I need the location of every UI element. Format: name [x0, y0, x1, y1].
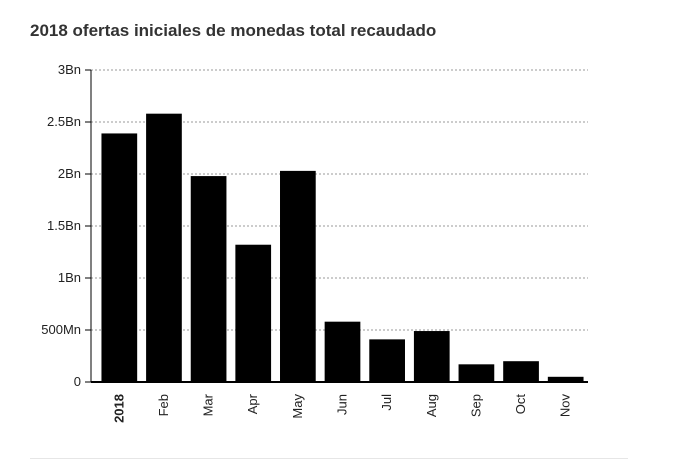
x-tick-label: Feb [156, 394, 171, 416]
bottom-divider [30, 458, 628, 459]
chart-title: 2018 ofertas iniciales de monedas total … [30, 21, 437, 40]
bar-sep [458, 364, 495, 382]
x-tick-label: Apr [245, 393, 260, 414]
x-tick-label: Sep [468, 394, 483, 417]
x-tick-label: Mar [201, 393, 216, 416]
y-tick-label: 1Bn [58, 270, 81, 285]
bar-apr [235, 244, 272, 382]
bar-2018 [101, 133, 138, 382]
y-tick-label: 2.5Bn [47, 114, 81, 129]
y-tick-label: 2Bn [58, 166, 81, 181]
bar-feb [146, 113, 182, 383]
y-tick-label: 3Bn [58, 62, 81, 77]
y-tick-label: 1.5Bn [47, 218, 81, 233]
x-tick-label: Nov [558, 394, 573, 418]
y-tick-label: 0 [74, 374, 81, 389]
x-tick-label: May [290, 394, 305, 419]
x-tick-label: Oct [513, 394, 528, 415]
x-tick-label: Jul [379, 394, 394, 411]
x-tick-label: 2018 [111, 394, 126, 423]
bar-mar [190, 176, 227, 382]
bar-may [280, 170, 316, 382]
bar-aug [413, 331, 450, 382]
bar-jun [324, 321, 361, 382]
y-tick-label: 500Mn [41, 322, 81, 337]
x-tick-label: Aug [424, 394, 439, 417]
x-tick-label: Jun [335, 394, 350, 415]
bar-nov [547, 376, 584, 382]
bar-oct [503, 361, 539, 382]
bar-jul [369, 339, 405, 382]
